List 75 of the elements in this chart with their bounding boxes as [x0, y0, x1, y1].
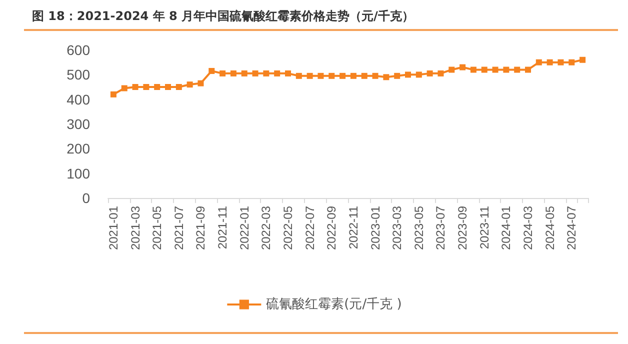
point: [132, 84, 138, 90]
x-tick-label: 2023-01: [368, 206, 382, 250]
point: [514, 66, 520, 73]
y-tick-label: 0: [82, 190, 90, 206]
point: [470, 66, 476, 73]
point: [176, 84, 182, 90]
point: [492, 66, 498, 73]
point: [361, 72, 368, 79]
x-tick-label: 2022-07: [302, 206, 317, 250]
point: [252, 70, 258, 76]
x-tick-label: 2023-07: [434, 206, 448, 250]
point: [372, 72, 378, 79]
point: [296, 72, 302, 79]
point: [318, 72, 324, 79]
point: [230, 70, 236, 76]
point: [328, 72, 335, 79]
point: [503, 66, 510, 73]
x-tick-label: 2024-05: [542, 206, 557, 250]
point: [536, 59, 542, 66]
x-tick-label: 2024-03: [521, 206, 535, 250]
point: [121, 85, 128, 92]
point: [438, 70, 444, 76]
x-tick-label: 2024-07: [564, 206, 579, 250]
x-tick-label: 2022-11: [346, 206, 360, 250]
chart-title: 图 18：2021-2024 年 8 月年中国硫氰酸红霉素价格走势（元/千克）: [32, 8, 414, 25]
y-tick-label: 500: [66, 66, 90, 83]
point: [285, 70, 291, 76]
point: [263, 70, 270, 76]
point: [274, 70, 280, 76]
x-tick-label: 2021-11: [216, 206, 230, 250]
point: [110, 91, 116, 98]
x-tick-label: 2023-03: [390, 206, 404, 250]
point: [154, 84, 160, 90]
x-tick-label: 2024-01: [499, 206, 514, 250]
point: [525, 66, 531, 73]
point: [350, 72, 356, 79]
x-tick-label: 2022-03: [259, 206, 274, 250]
y-tick-label: 200: [66, 140, 90, 157]
x-tick-label: 2021-01: [106, 206, 120, 250]
x-tick-label: 2021-05: [150, 206, 164, 250]
y-tick-label: 100: [66, 165, 90, 182]
point: [405, 72, 411, 78]
point: [546, 59, 553, 66]
point: [481, 66, 488, 73]
x-tick-label: 2022-01: [237, 206, 252, 250]
x-tick-label: 2021-09: [194, 206, 208, 250]
point: [198, 80, 204, 86]
x-tick-label: 2023-09: [456, 206, 470, 250]
x-tick-label: 2021-03: [128, 206, 142, 250]
point: [186, 82, 193, 88]
point: [241, 70, 248, 76]
legend-label: 硫氰酸红霉素(元/千克 ): [266, 297, 402, 312]
y-tick-label: 600: [66, 42, 90, 58]
point: [558, 59, 564, 66]
x-tick-label: 2022-09: [324, 206, 339, 250]
point: [416, 72, 422, 78]
x-tick-label: 2023-11: [477, 206, 492, 250]
point: [580, 56, 586, 63]
x-tick-label: 2022-05: [281, 206, 295, 250]
point: [568, 59, 575, 66]
point: [165, 84, 171, 90]
point: [306, 72, 313, 79]
point: [143, 84, 150, 90]
point: [220, 70, 226, 76]
point: [394, 72, 400, 79]
y-tick-label: 400: [66, 91, 90, 108]
point: [383, 74, 390, 80]
point: [208, 68, 215, 74]
x-tick-label: 2021-07: [172, 206, 186, 250]
y-tick-label: 300: [66, 116, 90, 132]
point: [426, 70, 433, 76]
point: [448, 66, 455, 73]
point: [340, 72, 346, 79]
point: [460, 64, 466, 70]
x-tick-label: 2023-05: [412, 206, 426, 250]
